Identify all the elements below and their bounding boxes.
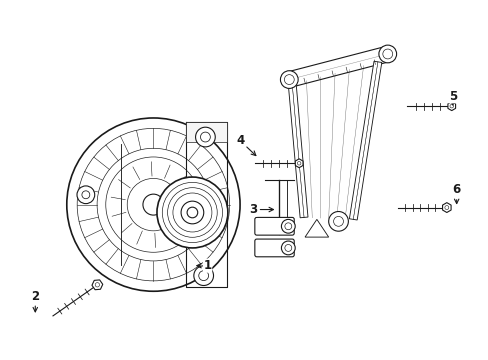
Circle shape (67, 118, 240, 291)
FancyBboxPatch shape (254, 239, 294, 257)
Circle shape (378, 45, 396, 63)
Circle shape (187, 207, 197, 218)
FancyBboxPatch shape (254, 217, 294, 235)
Text: 4: 4 (236, 134, 255, 156)
Polygon shape (442, 203, 450, 212)
Circle shape (281, 219, 295, 233)
Text: 6: 6 (451, 183, 460, 203)
Text: 5: 5 (447, 90, 456, 105)
Circle shape (181, 201, 203, 224)
Circle shape (157, 177, 227, 248)
Polygon shape (186, 122, 226, 142)
Circle shape (281, 241, 295, 255)
Polygon shape (287, 46, 389, 87)
Circle shape (195, 127, 215, 147)
Polygon shape (295, 159, 303, 168)
Circle shape (77, 186, 95, 204)
Polygon shape (92, 280, 102, 290)
Circle shape (105, 157, 201, 252)
Circle shape (280, 71, 298, 89)
Polygon shape (349, 61, 381, 220)
Text: 2: 2 (31, 290, 39, 312)
Text: 1: 1 (197, 259, 211, 272)
Circle shape (193, 266, 213, 285)
Polygon shape (447, 102, 455, 111)
Circle shape (142, 194, 163, 215)
Circle shape (328, 212, 347, 231)
Polygon shape (288, 84, 307, 218)
Circle shape (127, 179, 179, 231)
Text: 3: 3 (248, 203, 273, 216)
